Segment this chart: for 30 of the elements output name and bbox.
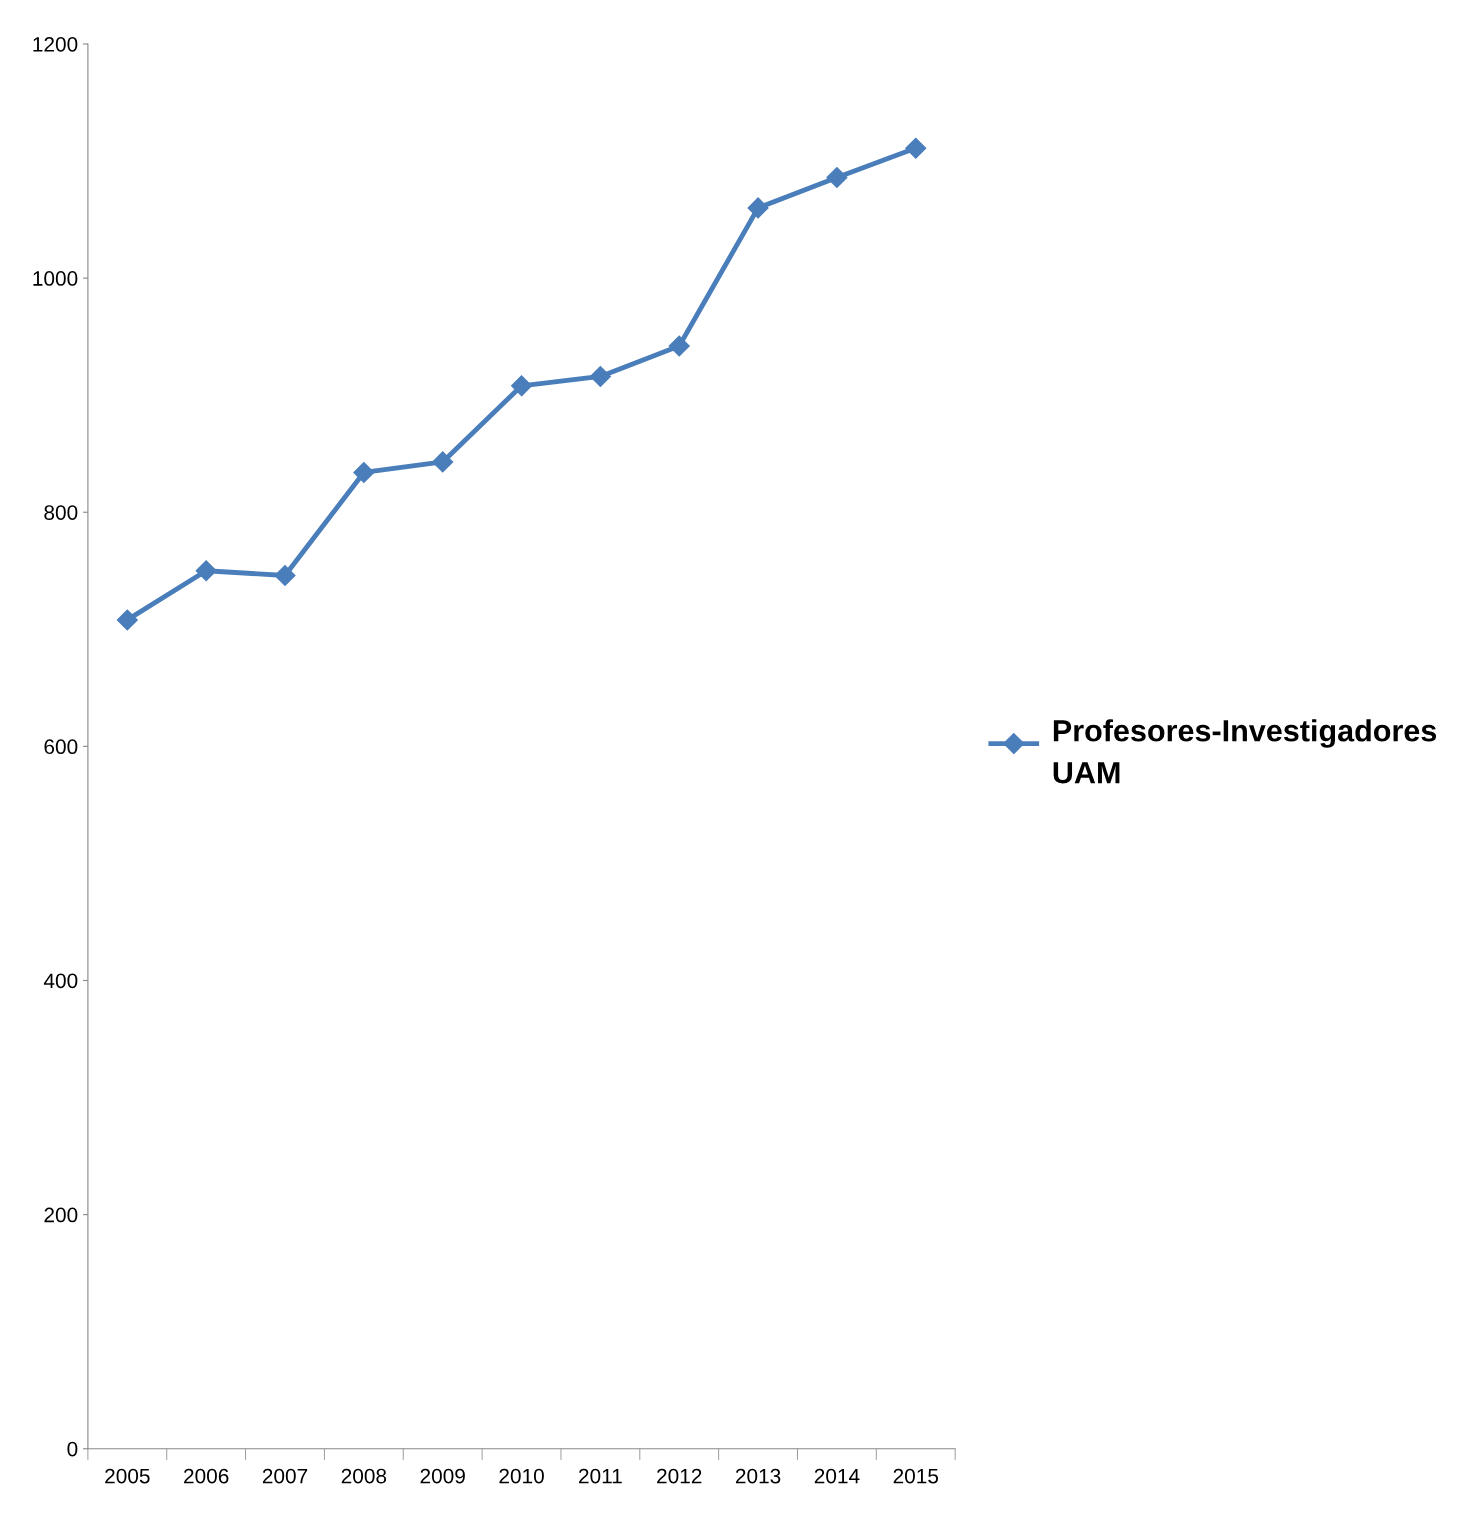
legend-label: Profesores-Investigadores UAM	[1053, 719, 1437, 784]
x-tick-label: 2006	[184, 1468, 229, 1484]
x-tick-label: 2005	[105, 1468, 150, 1484]
point	[353, 461, 375, 483]
y-tick-label: 400	[43, 973, 78, 989]
y-tick-label: 600	[44, 739, 78, 755]
x-tick-label: 2015	[893, 1468, 939, 1484]
point	[274, 564, 296, 586]
point	[668, 335, 690, 357]
x-tick-label: 2013	[735, 1468, 781, 1484]
point	[195, 560, 217, 582]
x-tick-label: 2011	[579, 1468, 622, 1484]
x-tick-label: 2009	[420, 1468, 465, 1484]
point	[747, 197, 769, 219]
point	[589, 365, 611, 387]
x-tick-label: 2008	[341, 1468, 387, 1484]
y-tick-label: 1200	[33, 36, 78, 52]
y-tick-label: 1000	[33, 271, 78, 286]
point	[116, 609, 138, 631]
point	[905, 137, 927, 159]
x-tick-label: 2007	[262, 1468, 308, 1484]
point	[511, 375, 533, 397]
x-tick-label: 2012	[657, 1468, 702, 1484]
x-tick-label: 2010	[499, 1468, 544, 1484]
y-tick-label: 0	[67, 1441, 78, 1457]
y-tick-label: 200	[44, 1207, 78, 1223]
point	[432, 451, 454, 473]
y-tick-label: 800	[44, 505, 78, 520]
x-tick-label: 2014	[814, 1468, 860, 1484]
point	[826, 166, 848, 188]
